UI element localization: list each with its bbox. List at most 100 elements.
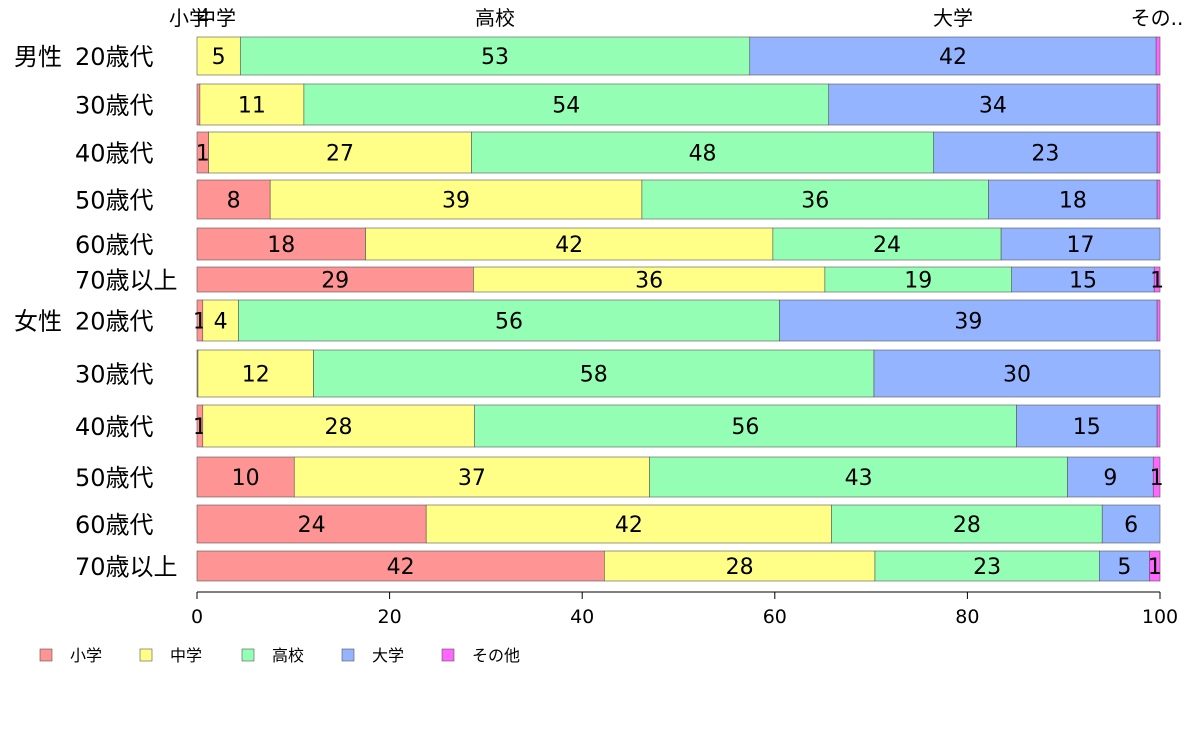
bar-segment [199, 83, 305, 126]
bar-segment [425, 504, 832, 544]
legend-label: 大学 [372, 646, 404, 665]
bar-segment [641, 179, 989, 220]
group-label: 男性 [14, 43, 62, 71]
legend-swatch [441, 648, 455, 662]
category-label: 20歳代 [75, 308, 154, 336]
data-label: 1 [1150, 269, 1164, 294]
data-label: 19 [904, 269, 932, 294]
data-label: 28 [325, 415, 353, 440]
bar-segment [303, 83, 830, 126]
bar-segment [649, 456, 1068, 498]
bar-segment [1101, 504, 1161, 544]
x-tick-label: 40 [570, 606, 594, 628]
bar-segment [1000, 227, 1161, 261]
bar-segment [772, 227, 1002, 261]
x-tick-label: 100 [1142, 606, 1178, 628]
bar-segment [828, 83, 1158, 126]
bar-segment [197, 349, 314, 398]
legend-swatch [341, 648, 355, 662]
category-label: 50歳代 [75, 187, 154, 215]
legend-swatch [241, 648, 255, 662]
bar-segment [873, 349, 1161, 398]
bar-segment [196, 456, 295, 498]
bar-segment [779, 299, 1158, 342]
data-label: 23 [1031, 142, 1059, 167]
bar-segment [196, 179, 271, 220]
data-label: 29 [321, 269, 349, 294]
bar-segment [196, 83, 201, 126]
group-label: 女性 [14, 308, 62, 336]
data-label: 1 [1148, 555, 1162, 580]
data-label: 18 [267, 233, 295, 258]
legend-label: その他 [472, 646, 520, 665]
data-label: 54 [552, 94, 580, 119]
data-label: 15 [1073, 415, 1101, 440]
bar-segment [474, 404, 1017, 448]
category-label: 70歳以上 [75, 267, 178, 295]
bar-segment [1156, 404, 1161, 448]
data-label: 12 [242, 363, 270, 388]
x-tick-label: 20 [378, 606, 402, 628]
bar-segment [1156, 131, 1161, 174]
data-label: 42 [387, 555, 415, 580]
top-label: 小学 [169, 6, 209, 30]
bar-segment [1149, 550, 1161, 582]
top-label: 大学 [933, 6, 973, 30]
category-label: 70歳以上 [75, 553, 178, 581]
data-label: 39 [442, 189, 470, 214]
data-label: 56 [731, 415, 759, 440]
bar-segment [831, 504, 1103, 544]
data-label: 18 [1059, 189, 1087, 214]
data-label: 34 [979, 94, 1007, 119]
data-label: 5 [212, 45, 226, 70]
data-label: 24 [298, 513, 326, 538]
data-label: 6 [1124, 513, 1138, 538]
bar-segment [238, 299, 780, 342]
data-label: 28 [726, 555, 754, 580]
category-label: 30歳代 [75, 92, 154, 120]
category-label: 40歳代 [75, 140, 154, 168]
x-axis: 0 20 40 60 80 100 [191, 591, 1178, 628]
bar-segment [1156, 83, 1161, 126]
top-label: 中学 [196, 6, 236, 30]
legend-swatch [39, 648, 53, 662]
x-tick-label: 60 [763, 606, 787, 628]
data-label: 58 [580, 363, 608, 388]
category-label: 60歳代 [75, 511, 154, 539]
category-label: 50歳代 [75, 464, 154, 492]
bar-segment [471, 131, 934, 174]
data-label: 1 [1150, 466, 1164, 491]
bar-segment [1016, 404, 1158, 448]
category-label: 60歳代 [75, 231, 154, 259]
data-label: 36 [801, 189, 829, 214]
legend-swatch [139, 648, 153, 662]
bar-segment [365, 227, 774, 261]
bar-segment [240, 36, 751, 76]
bar-segment [933, 131, 1158, 174]
data-label: 17 [1067, 233, 1095, 258]
data-label: 24 [873, 233, 901, 258]
category-label: 30歳代 [75, 361, 154, 389]
category-label: 40歳代 [75, 413, 154, 441]
row-labels: 20歳代 30歳代 40歳代 50歳代 60歳代 70歳以上 20歳代 30歳代 40歳代 50歳… [14, 43, 178, 581]
bar-segment [208, 131, 472, 174]
top-label: その.. [1131, 6, 1184, 30]
data-label: 42 [555, 233, 583, 258]
bar-segment [1156, 299, 1161, 342]
data-label: 28 [953, 513, 981, 538]
bar-segment [874, 550, 1100, 582]
data-label: 5 [1117, 555, 1131, 580]
data-label: 1 [196, 142, 210, 167]
bar-segment [196, 504, 427, 544]
bar-segment [269, 179, 643, 220]
legend-label: 高校 [272, 646, 304, 665]
bar-segment [824, 266, 1012, 293]
x-tick-label: 80 [955, 606, 979, 628]
x-tick-label: 0 [191, 606, 203, 628]
data-label: 36 [635, 269, 663, 294]
data-label: 48 [689, 142, 717, 167]
bar-segment [196, 227, 366, 261]
data-label: 15 [1069, 269, 1097, 294]
